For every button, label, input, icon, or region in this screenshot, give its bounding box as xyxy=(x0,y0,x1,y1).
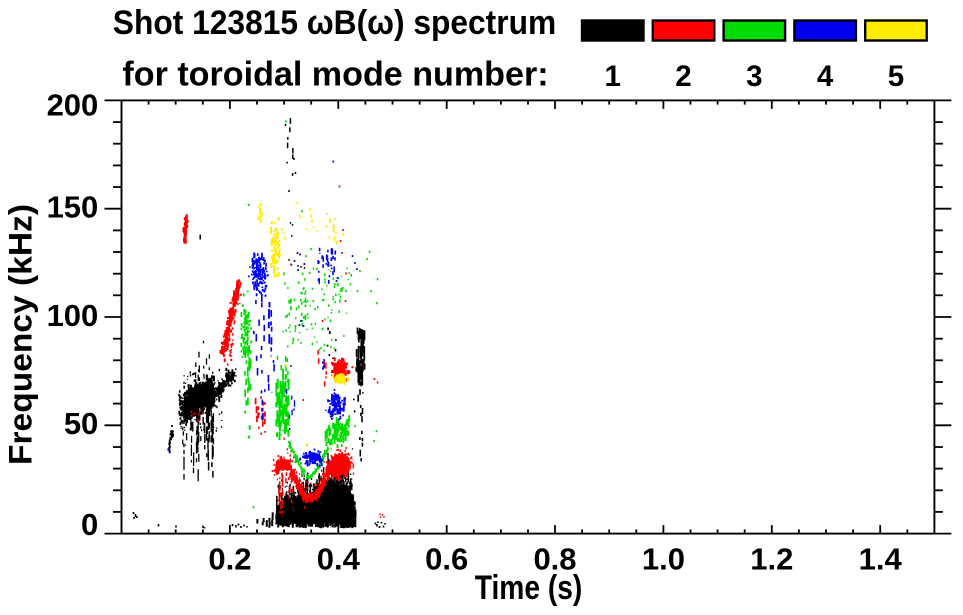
svg-text:1.0: 1.0 xyxy=(642,541,685,576)
svg-text:Time (s): Time (s) xyxy=(475,569,583,607)
svg-text:0.4: 0.4 xyxy=(317,541,361,576)
svg-text:150: 150 xyxy=(47,190,99,225)
svg-text:1.4: 1.4 xyxy=(859,541,903,576)
svg-text:0.8: 0.8 xyxy=(533,541,576,576)
svg-text:1: 1 xyxy=(604,60,620,93)
svg-text:50: 50 xyxy=(64,406,98,441)
svg-text:Shot 123815 ωB(ω) spectrum: Shot 123815 ωB(ω) spectrum xyxy=(113,4,556,42)
svg-text:0.6: 0.6 xyxy=(425,541,468,576)
svg-text:100: 100 xyxy=(47,298,99,333)
svg-text:2: 2 xyxy=(675,60,691,93)
svg-text:200: 200 xyxy=(47,88,99,123)
svg-text:Frequency (kHz): Frequency (kHz) xyxy=(3,204,39,465)
svg-text:0.2: 0.2 xyxy=(208,541,251,576)
svg-text:5: 5 xyxy=(888,60,904,93)
svg-text:0: 0 xyxy=(81,507,98,542)
svg-text:for toroidal mode number:: for toroidal mode number: xyxy=(122,55,548,93)
svg-text:1.2: 1.2 xyxy=(750,541,793,576)
svg-text:3: 3 xyxy=(746,60,762,93)
svg-text:4: 4 xyxy=(817,60,834,93)
